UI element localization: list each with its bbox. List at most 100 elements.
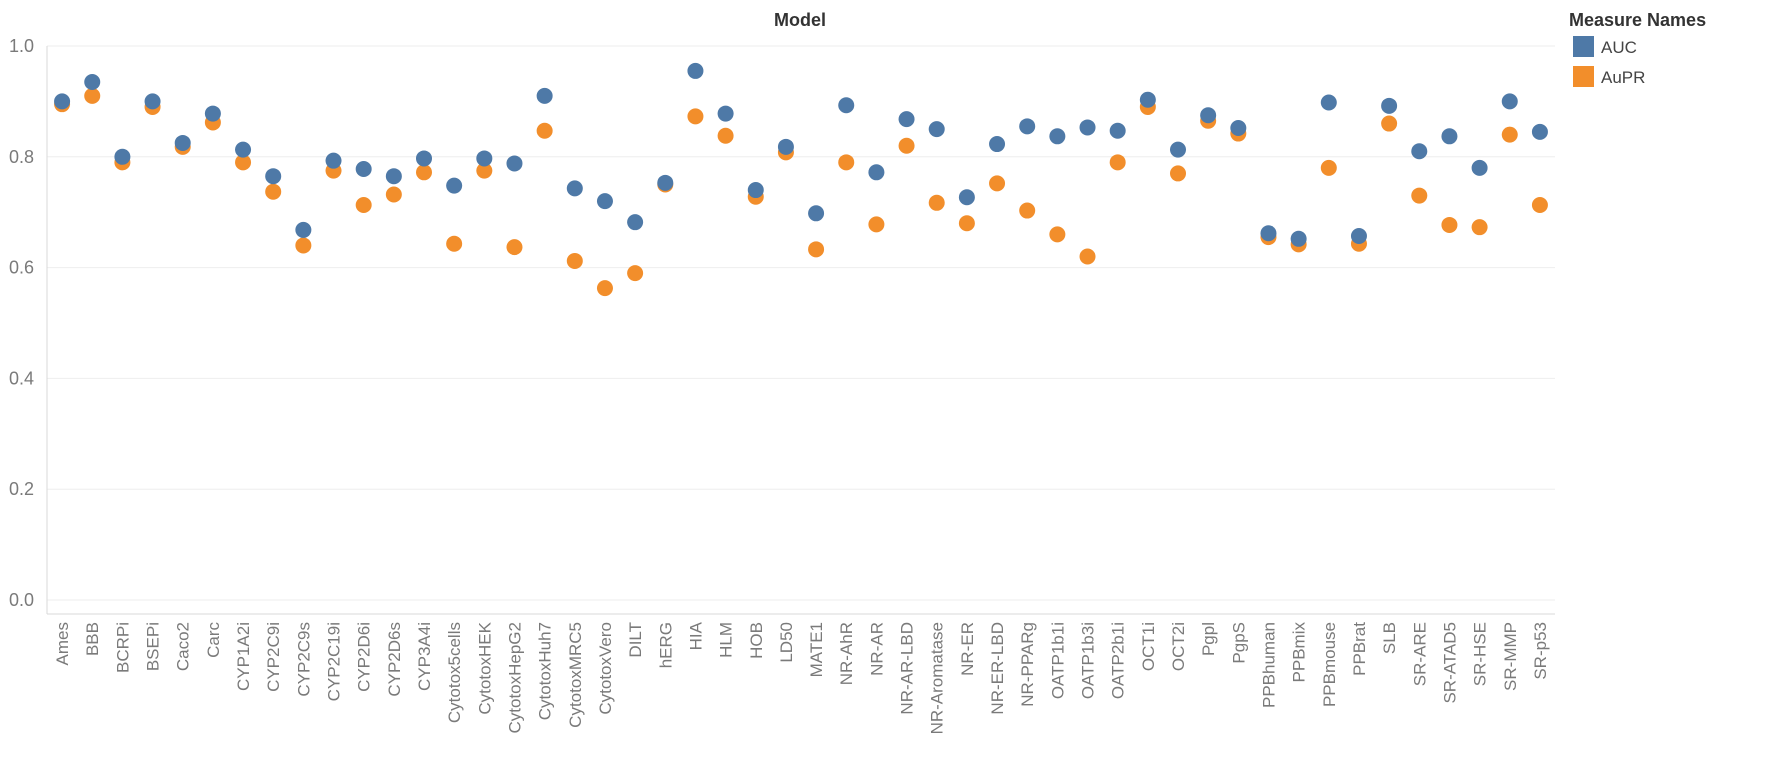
point-aupr-cyp2d6s[interactable] [385, 186, 402, 203]
point-aupr-nr-ar[interactable] [868, 216, 885, 233]
x-tick-label: OATP2b1i [1109, 622, 1128, 699]
point-auc-cyp2c9s[interactable] [295, 221, 312, 238]
point-auc-nr-ar[interactable] [868, 164, 885, 181]
point-auc-pgpl[interactable] [1200, 107, 1217, 124]
point-aupr-cytotox5cells[interactable] [446, 235, 463, 252]
point-auc-cytotoxhek[interactable] [476, 150, 493, 167]
point-aupr-cyp2d6i[interactable] [355, 196, 372, 213]
point-aupr-oatp2b1i[interactable] [1109, 154, 1126, 171]
x-tick-label: OCT2i [1169, 622, 1188, 671]
point-auc-bcrpi[interactable] [114, 148, 131, 165]
point-auc-cyp1a2i[interactable] [235, 141, 252, 158]
point-aupr-sr-hse[interactable] [1471, 219, 1488, 236]
point-auc-mate1[interactable] [808, 205, 825, 222]
point-aupr-nr-pparg[interactable] [1019, 202, 1036, 219]
point-aupr-cytotoxhek[interactable] [476, 162, 493, 179]
point-auc-nr-ahr[interactable] [838, 97, 855, 114]
point-aupr-nr-aromatase[interactable] [928, 194, 945, 211]
y-tick-label: 0.2 [9, 479, 34, 499]
point-aupr-hia[interactable] [687, 108, 704, 125]
point-aupr-cytotoxmrc5[interactable] [566, 252, 583, 269]
point-aupr-ppbmouse[interactable] [1320, 159, 1337, 176]
point-aupr-cyp2c9s[interactable] [295, 237, 312, 254]
point-auc-ppbrat[interactable] [1350, 228, 1367, 245]
point-auc-oatp1b3i[interactable] [1079, 119, 1096, 136]
point-auc-sr-p53[interactable] [1531, 123, 1548, 140]
point-auc-nr-pparg[interactable] [1019, 118, 1036, 135]
x-tick-label: Cytotox5cells [445, 622, 464, 723]
point-aupr-cytotoxvero[interactable] [596, 280, 613, 297]
point-auc-oatp1b1i[interactable] [1049, 128, 1066, 145]
legend-swatch-auc[interactable] [1573, 36, 1594, 57]
x-tick-label: CYP2D6s [385, 622, 404, 697]
point-auc-sr-are[interactable] [1411, 143, 1428, 160]
point-auc-ppbmouse[interactable] [1320, 94, 1337, 111]
point-aupr-oct2i[interactable] [1170, 165, 1186, 182]
point-aupr-cyp1a2i[interactable] [235, 154, 252, 171]
point-aupr-cytotoxhuh7[interactable] [536, 122, 553, 139]
point-auc-hia[interactable] [687, 62, 704, 79]
x-tick-label: SR-HSE [1471, 622, 1490, 686]
point-auc-caco2[interactable] [174, 134, 191, 151]
point-auc-cyp2c9i[interactable] [265, 168, 282, 185]
point-aupr-mate1[interactable] [808, 241, 825, 258]
point-auc-hob[interactable] [747, 182, 764, 199]
point-auc-carc[interactable] [204, 105, 221, 122]
point-auc-nr-ar-lbd[interactable] [898, 111, 915, 128]
x-tick-label: CYP2C19i [325, 622, 344, 701]
point-aupr-bbb[interactable] [84, 87, 101, 104]
point-auc-herg[interactable] [657, 174, 674, 191]
point-auc-ld50[interactable] [777, 138, 794, 155]
point-aupr-slb[interactable] [1381, 115, 1398, 132]
point-aupr-nr-er[interactable] [958, 215, 975, 232]
point-aupr-sr-atad5[interactable] [1441, 216, 1458, 233]
point-auc-sr-atad5[interactable] [1441, 128, 1458, 145]
point-auc-cyp2d6s[interactable] [385, 168, 402, 185]
point-auc-pgps[interactable] [1230, 119, 1247, 136]
point-auc-ppbmix[interactable] [1290, 230, 1307, 247]
point-auc-dilt[interactable] [627, 214, 644, 231]
point-auc-cyp2c19i[interactable] [325, 152, 342, 169]
point-auc-ppbhuman[interactable] [1260, 225, 1277, 242]
x-tick-label: NR-PPARg [1018, 622, 1037, 707]
point-aupr-cyp3a4i[interactable] [416, 164, 432, 181]
point-auc-cytotoxhuh7[interactable] [536, 87, 553, 104]
point-auc-oatp2b1i[interactable] [1109, 122, 1126, 139]
point-auc-hlm[interactable] [717, 105, 734, 122]
point-aupr-nr-ar-lbd[interactable] [898, 137, 915, 154]
point-aupr-cyp2c9i[interactable] [265, 183, 282, 200]
legend-label-aupr[interactable]: AuPR [1601, 68, 1645, 87]
point-aupr-hlm[interactable] [717, 127, 734, 144]
point-auc-oct2i[interactable] [1170, 141, 1186, 158]
point-aupr-nr-er-lbd[interactable] [989, 175, 1006, 192]
point-auc-bbb[interactable] [84, 74, 101, 91]
point-auc-cytotox5cells[interactable] [446, 177, 463, 194]
point-aupr-sr-mmp[interactable] [1501, 126, 1518, 143]
legend-label-auc[interactable]: AUC [1601, 38, 1637, 57]
point-auc-cytotoxhepg2[interactable] [506, 155, 523, 172]
point-auc-cytotoxmrc5[interactable] [566, 180, 583, 197]
point-aupr-cytotoxhepg2[interactable] [506, 239, 523, 256]
point-aupr-sr-p53[interactable] [1531, 196, 1548, 213]
point-aupr-sr-are[interactable] [1411, 187, 1428, 204]
point-auc-cyp2d6i[interactable] [355, 160, 372, 177]
point-aupr-nr-ahr[interactable] [838, 154, 855, 171]
point-auc-slb[interactable] [1381, 97, 1398, 114]
data-points [54, 62, 1548, 297]
point-aupr-oatp1b1i[interactable] [1049, 226, 1066, 243]
y-tick-label: 0.6 [9, 258, 34, 278]
point-auc-nr-er[interactable] [958, 189, 975, 206]
point-auc-cyp3a4i[interactable] [416, 150, 432, 167]
point-aupr-dilt[interactable] [627, 265, 644, 282]
point-auc-sr-mmp[interactable] [1501, 93, 1518, 110]
point-auc-cytotoxvero[interactable] [596, 193, 613, 210]
point-auc-nr-er-lbd[interactable] [989, 136, 1006, 153]
point-auc-ames[interactable] [54, 93, 71, 110]
point-aupr-oatp1b3i[interactable] [1079, 248, 1096, 265]
point-auc-oct1i[interactable] [1139, 91, 1156, 108]
point-auc-nr-aromatase[interactable] [928, 121, 945, 138]
legend-swatch-aupr[interactable] [1573, 66, 1594, 87]
point-auc-bsepi[interactable] [144, 93, 161, 110]
point-auc-sr-hse[interactable] [1471, 159, 1488, 176]
x-tick-label: CytotoxHuh7 [536, 622, 555, 720]
